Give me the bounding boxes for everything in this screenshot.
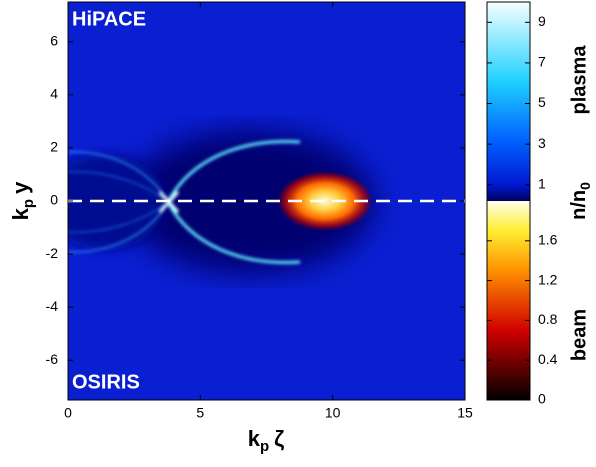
y-tick-label: -4 [46, 298, 59, 314]
annotation: HiPACE [72, 8, 146, 30]
colorbar-tick-label: 3 [538, 135, 546, 151]
colorbar-tick-label: 0.4 [538, 351, 558, 367]
x-axis-label: kp ζ [248, 426, 285, 455]
colorbar [487, 201, 530, 400]
y-axis-label: kpy [8, 181, 37, 220]
colorbar-tick-label: 1.2 [538, 271, 558, 287]
x-tick-label: 5 [196, 405, 204, 421]
colorbar-name: plasma [568, 45, 590, 115]
colorbar [487, 2, 530, 201]
y-tick-label: -2 [46, 245, 59, 261]
colorbar-frame [486, 1, 531, 401]
colorbar-tick-label: 9 [538, 13, 546, 29]
x-tick-label: 10 [325, 405, 341, 421]
annotation: OSIRIS [72, 371, 140, 393]
y-tick-label: 0 [50, 192, 58, 208]
x-tick-label: 15 [457, 405, 473, 421]
y-tick-label: 6 [50, 33, 58, 49]
colorbar-tick-label: 0 [538, 391, 546, 407]
x-tick-label: 0 [64, 405, 72, 421]
colorbar-label: n/n0 [568, 182, 592, 220]
y-tick-label: 2 [50, 139, 58, 155]
y-tick-label: -6 [46, 351, 59, 367]
colorbar-tick-label: 5 [538, 94, 546, 110]
colorbar-tick-label: 7 [538, 54, 546, 70]
colorbar-tick-label: 0.8 [538, 311, 558, 327]
colorbar-tick-label: 1.6 [538, 232, 558, 248]
colorbar-tick-label: 1 [538, 175, 546, 191]
colorbar-name: beam [568, 309, 590, 361]
y-tick-label: 4 [50, 86, 58, 102]
